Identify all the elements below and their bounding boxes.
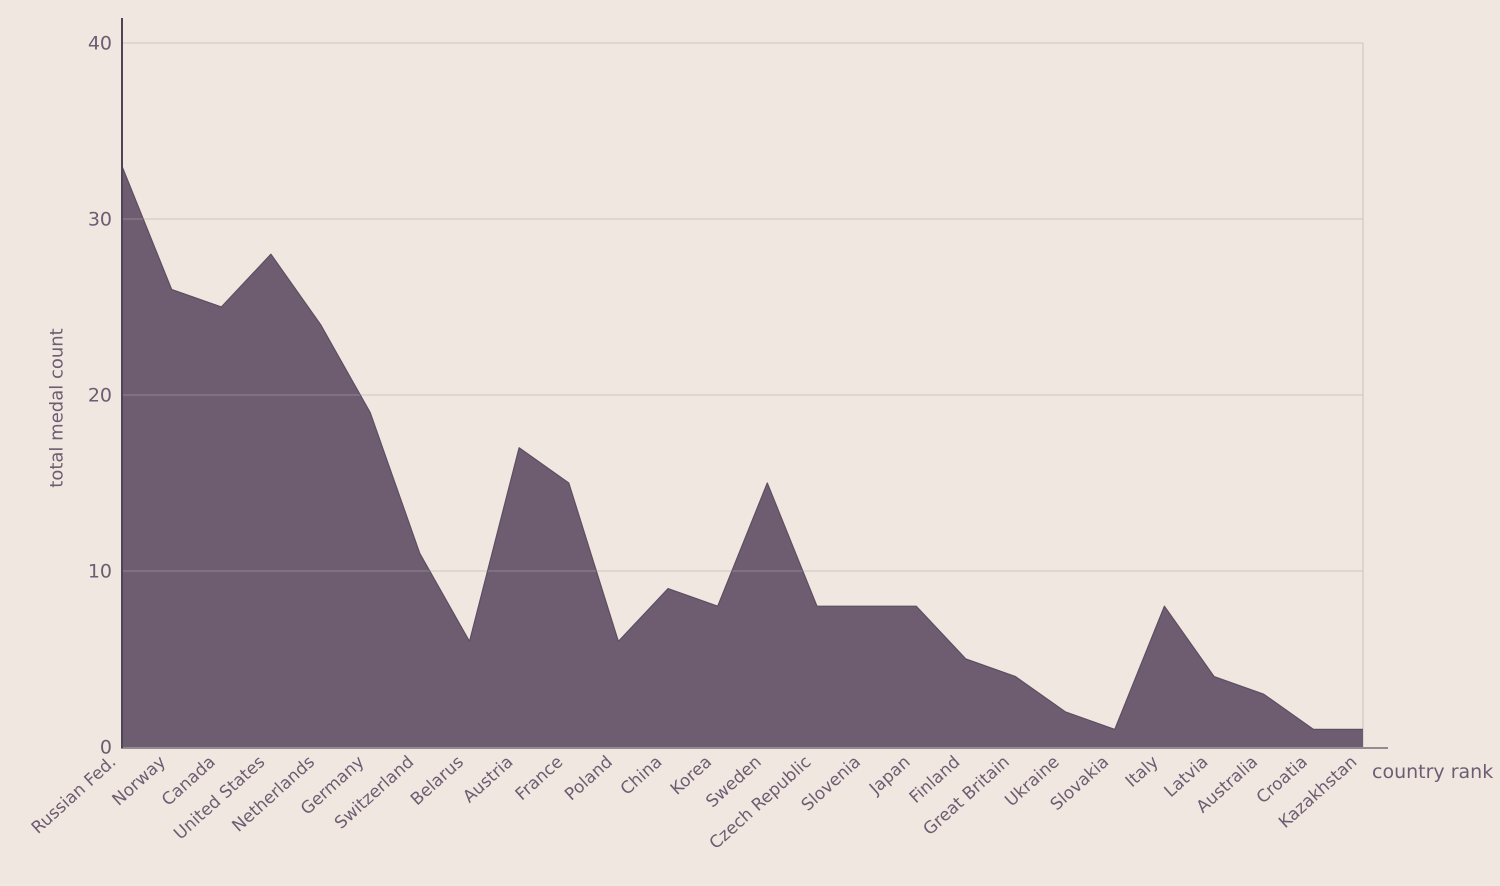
area-series (122, 166, 1363, 747)
y-tick-label-20: 20 (88, 385, 112, 407)
y-axis-title: total medal count (46, 328, 68, 488)
x-tick-group: Russian Fed. (28, 752, 120, 838)
x-tick-label: China (617, 752, 666, 799)
x-tick-label: Norway (109, 752, 170, 810)
x-tick-group: Norway (109, 752, 170, 810)
x-tick-group: France (512, 752, 567, 805)
x-tick-label: Great Britain (920, 752, 1014, 840)
y-tick-label-40: 40 (88, 33, 112, 55)
x-tick-group: Great Britain (920, 752, 1014, 840)
y-tick-label-0: 0 (100, 737, 112, 759)
y-tick-label-10: 10 (88, 561, 112, 583)
x-tick-group: Austria (459, 752, 517, 807)
x-axis-title: country rank (1372, 761, 1494, 783)
x-tick-group: Belarus (407, 752, 468, 810)
y-tick-label-30: 30 (88, 209, 112, 231)
x-tick-group: China (617, 752, 666, 799)
x-tick-label: Belarus (407, 752, 468, 810)
area-top-edge (121, 165, 1363, 731)
x-tick-group: Italy (1122, 752, 1163, 792)
x-tick-label: Italy (1122, 752, 1163, 792)
x-tick-label: Poland (561, 752, 617, 805)
x-tick-label: Austria (459, 752, 517, 807)
x-tick-label: Russian Fed. (28, 752, 120, 838)
x-tick-group: Poland (561, 752, 617, 805)
x-tick-label: France (512, 752, 567, 805)
